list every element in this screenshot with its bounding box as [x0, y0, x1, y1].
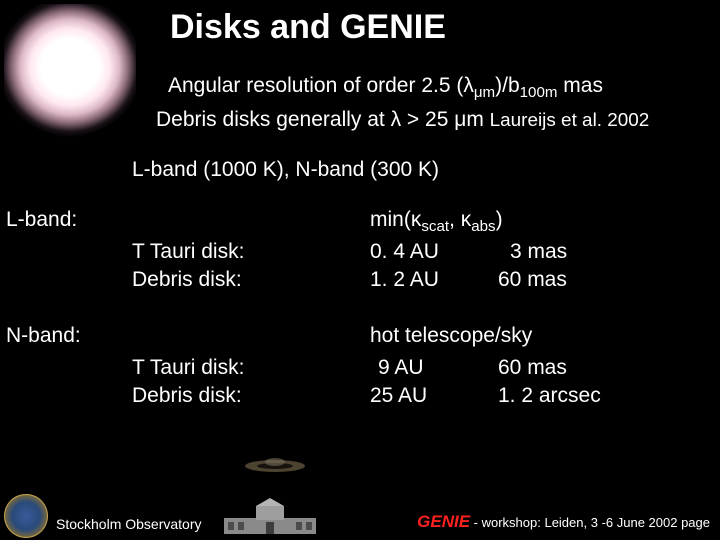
subscript: μm	[474, 84, 495, 101]
min-kappa-header: min(κscat, κabs)	[370, 208, 503, 235]
text-fragment: )	[496, 208, 503, 231]
debris-disks-text: Debris disks generally at λ > 25 μm Laur…	[156, 108, 649, 132]
text-fragment: Angular resolution of order 2.5 (λ	[168, 74, 474, 97]
subscript: scat	[421, 218, 449, 235]
nband-label: N-band:	[6, 324, 81, 348]
lband-label: L-band:	[6, 208, 77, 232]
nband-ttauri-mas: 60 mas	[498, 356, 567, 380]
ttauri-label: T Tauri disk:	[132, 356, 244, 380]
debris-label: Debris disk:	[132, 268, 242, 292]
hot-telescope-header: hot telescope/sky	[370, 324, 532, 348]
nband-debris-au: 25 AU	[370, 384, 427, 408]
subscript: 100m	[520, 84, 558, 101]
lband-ttauri-mas: 3 mas	[510, 240, 567, 264]
lband-debris-mas: 60 mas	[498, 268, 567, 292]
text-fragment: )/b	[495, 74, 520, 97]
ttauri-label: T Tauri disk:	[132, 240, 244, 264]
slide-title: Disks and GENIE	[170, 8, 446, 47]
band-temps-text: L-band (1000 K), N-band (300 K)	[132, 158, 439, 182]
observatory-building-icon	[222, 496, 318, 536]
background-galaxy-image	[240, 442, 310, 490]
citation: Laureijs et al. 2002	[490, 110, 650, 131]
debris-label: Debris disk:	[132, 384, 242, 408]
footer-right-text: - workshop: Leiden, 3 -6 June 2002 page	[470, 515, 710, 530]
angular-resolution-text: Angular resolution of order 2.5 (λμm)/b1…	[168, 74, 603, 101]
background-star-image	[4, 4, 136, 144]
text-fragment: mas	[557, 74, 603, 97]
lband-ttauri-au: 0. 4 AU	[370, 240, 439, 264]
nband-debris-arcsec: 1. 2 arcsec	[498, 384, 601, 408]
footer: Stockholm Observatory GENIE - workshop: …	[0, 496, 720, 540]
subscript: abs	[471, 218, 495, 235]
nband-ttauri-au: 9 AU	[378, 356, 424, 380]
university-seal-icon	[4, 494, 48, 538]
text-fragment: , κ	[449, 208, 471, 231]
text-fragment: min(κ	[370, 208, 421, 231]
footer-workshop-info: GENIE - workshop: Leiden, 3 -6 June 2002…	[417, 512, 710, 532]
footer-affiliation: Stockholm Observatory	[56, 516, 202, 532]
genie-logo-text: GENIE	[417, 512, 470, 531]
text-fragment: Debris disks generally at λ > 25 μm	[156, 108, 490, 131]
lband-debris-au: 1. 2 AU	[370, 268, 439, 292]
